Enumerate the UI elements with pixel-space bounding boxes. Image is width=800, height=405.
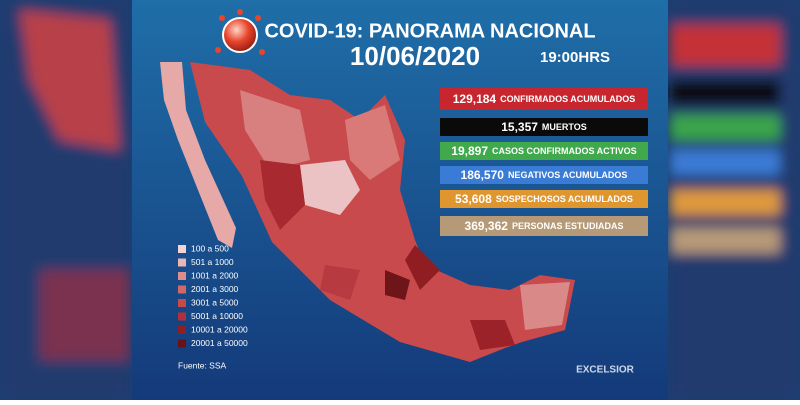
- stat-value: 129,184: [453, 92, 497, 106]
- stat-text: 186,570 NEGATIVOS ACUMULADOS: [461, 168, 628, 182]
- stat-row: 186,570 NEGATIVOS ACUMULADOS: [440, 166, 648, 184]
- stats: 129,184 CONFIRMADOS ACUMULADOS 15,357 MUERT…: [440, 88, 648, 236]
- legend-label: 20001 a 50000: [191, 338, 248, 348]
- stat-text: 369,362 PERSONAS ESTUDIADAS: [465, 219, 624, 233]
- stat-text: 53,608 SOSPECHOSOS ACUMULADOS: [455, 192, 633, 206]
- legend-swatch: [178, 285, 186, 294]
- stat-value: 369,362: [465, 219, 509, 233]
- stat-bar: [440, 216, 648, 236]
- legend-label: 5001 a 10000: [191, 311, 243, 321]
- stat-text: 19,897 CASOS CONFIRMADOS ACTIVOS: [451, 144, 636, 158]
- stat-row: 15,357 MUERTOS: [440, 118, 648, 136]
- stat-label: CASOS CONFIRMADOS ACTIVOS: [492, 146, 637, 156]
- stat-label: NEGATIVOS ACUMULADOS: [508, 170, 628, 180]
- legend-label: 501 a 1000: [191, 257, 234, 267]
- stat-bar: [440, 166, 648, 184]
- stat-value: 53,608: [455, 192, 492, 206]
- legend-swatch: [178, 272, 186, 280]
- stat-label: MUERTOS: [542, 122, 587, 132]
- stat-row: 129,184 CONFIRMADOS ACUMULADOS: [440, 88, 648, 110]
- legend-label: 10001 a 20000: [191, 324, 248, 334]
- stat-bar: [440, 142, 648, 160]
- legend-swatch: [178, 258, 186, 267]
- logo: EXCELSIOR: [576, 365, 635, 376]
- legend-swatch: [178, 339, 186, 348]
- time: 19:00HRS: [540, 49, 610, 66]
- date: 10/06/2020: [350, 41, 480, 71]
- stat-text: 129,184 CONFIRMADOS ACUMULADOS: [453, 92, 636, 106]
- legend-label: 3001 a 5000: [191, 297, 239, 307]
- legend-label: 100 a 500: [191, 243, 229, 253]
- globe-icon: [215, 9, 265, 55]
- stat-bar: [440, 118, 648, 136]
- stat-value: 19,897: [451, 144, 488, 158]
- stat-label: PERSONAS ESTUDIADAS: [512, 221, 624, 231]
- stat-row: 19,897 CASOS CONFIRMADOS ACTIVOS: [440, 142, 648, 160]
- legend: 100 a 500 501 a 1000 1001 a 2000 2001 a 300…: [178, 243, 248, 348]
- legend-swatch: [178, 326, 186, 334]
- stat-label: SOSPECHOSOS ACUMULADOS: [496, 194, 633, 204]
- stat-label: CONFIRMADOS ACUMULADOS: [500, 94, 635, 104]
- legend-swatch: [178, 299, 186, 307]
- legend-label: 1001 a 2000: [191, 270, 239, 280]
- stat-row: 53,608 SOSPECHOSOS ACUMULADOS: [440, 190, 648, 208]
- stat-bar: [440, 190, 648, 208]
- legend-swatch: [178, 245, 186, 253]
- legend-swatch: [178, 312, 186, 321]
- stat-value: 186,570: [461, 168, 505, 182]
- stat-row: 369,362 PERSONAS ESTUDIADAS: [440, 216, 648, 236]
- stat-text: 15,357 MUERTOS: [501, 120, 587, 134]
- map: [160, 62, 575, 362]
- legend-label: 2001 a 3000: [191, 284, 239, 294]
- stat-bar: [440, 88, 648, 110]
- source: Fuente: SSA: [178, 360, 227, 370]
- title: COVID-19: PANORAMA NACIONAL: [264, 20, 595, 42]
- stat-value: 15,357: [501, 120, 538, 134]
